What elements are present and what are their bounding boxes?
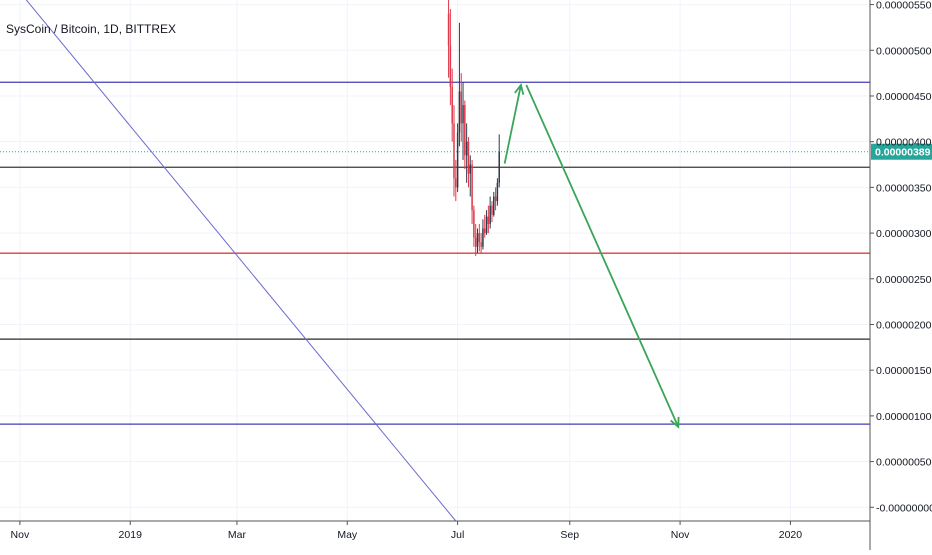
candle-body [491, 205, 493, 215]
y-tick-label: 0.00000350 [876, 182, 932, 194]
grid [0, 0, 870, 521]
candle-body [460, 91, 462, 124]
projection-arrow-shaft [525, 84, 680, 428]
x-tick-label: Nov [11, 529, 30, 541]
candle-body [458, 91, 461, 133]
candle-body [496, 182, 499, 202]
projection-arrow-shaft [503, 84, 522, 164]
trend-line-group [25, 0, 457, 522]
horizontal-levels [0, 81, 870, 425]
y-tick-label: 0.00000550 [876, 0, 932, 12]
y-tick-label: 0.00000250 [876, 274, 932, 286]
candle-body [471, 164, 473, 211]
candle-body [456, 132, 459, 188]
y-tick-label: 0.00000050 [876, 457, 932, 469]
x-tick-label: Jul [451, 529, 464, 541]
candle-body [453, 123, 455, 179]
candle-body [482, 228, 484, 247]
y-tick-label: 0.00000100 [876, 411, 932, 423]
candle-body [487, 216, 490, 224]
projection-arrows [503, 82, 680, 429]
candle-body [462, 105, 464, 124]
candle-body [483, 228, 486, 234]
y-tick-label: 0.00000450 [876, 91, 932, 103]
candle-body [478, 233, 481, 243]
candle-body [489, 205, 491, 224]
candle-body [485, 216, 488, 234]
y-tick-label: 0.00000200 [876, 319, 932, 331]
time-axis: Nov 2019 Mar May Jul Sep Nov 2020 [0, 520, 870, 541]
candle-body [473, 210, 475, 238]
y-tick-label: 0.00000400 [876, 137, 932, 149]
x-tick-label: Mar [228, 529, 247, 541]
candle-body [498, 151, 500, 183]
x-tick-label: Nov [671, 529, 690, 541]
symbol-title: SysCoin / Bitcoin, 1D, BITTREX [6, 22, 177, 36]
x-tick-label: May [337, 529, 358, 541]
x-tick-label: 2019 [119, 529, 143, 541]
y-tick-label: 0.00000300 [876, 228, 932, 240]
x-tick-label: 2020 [779, 529, 803, 541]
y-tick-label: -0.00000000 [876, 502, 932, 514]
candle-body [474, 237, 477, 247]
projection-arrow-head [514, 82, 525, 95]
candle-body [465, 141, 468, 156]
candle-body [467, 141, 470, 174]
candle-body [449, 45, 452, 87]
price-axis: 0.00000550 0.00000500 0.00000450 0.00000400… [869, 0, 932, 550]
candle-body [494, 196, 497, 202]
candle-body [455, 178, 457, 188]
last-price-group: 0.00000389 [0, 143, 932, 160]
candle-body [480, 242, 482, 247]
candles-group [447, 0, 500, 256]
candle-body [476, 233, 479, 247]
y-tick-label: 0.00000500 [876, 45, 932, 57]
candle-body [464, 105, 466, 156]
trend-line [25, 0, 457, 522]
candle-body [469, 164, 472, 174]
x-tick-label: Sep [560, 529, 579, 541]
candle-body [447, 13, 450, 46]
projection-arrow-head [670, 416, 680, 429]
last-price-label: 0.00000389 [875, 147, 931, 159]
y-tick-label: 0.00000150 [876, 365, 932, 377]
candle-body [493, 196, 495, 215]
candle-body [451, 86, 453, 124]
last-price-tag [871, 143, 932, 160]
